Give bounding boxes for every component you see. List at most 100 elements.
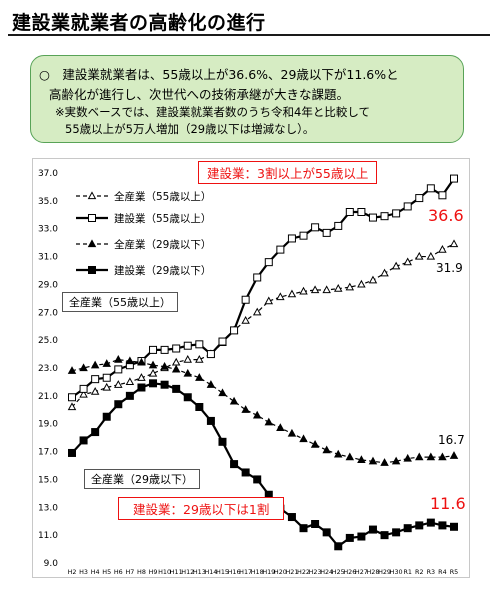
data-point-s3	[90, 360, 100, 369]
y-tick-label: 27.0	[38, 308, 58, 318]
data-point-s3	[380, 458, 389, 466]
series-line-2	[71, 177, 455, 399]
data-point-s1	[148, 368, 158, 377]
x-tick-label: H21	[285, 568, 298, 576]
data-point-s1	[299, 286, 308, 295]
data-point-s1	[438, 244, 447, 253]
data-point-s3	[160, 361, 169, 370]
data-point-s4	[160, 380, 169, 389]
data-point-s1	[241, 316, 250, 324]
data-point-s1	[368, 275, 378, 284]
summary-box: ○ 建設業就業者は、55歳以上が36.6%、29歳以下が11.6%と 高齢化が進…	[30, 55, 464, 143]
data-point-s3	[241, 405, 250, 413]
data-point-s3	[310, 439, 320, 448]
data-point-s1	[391, 261, 401, 270]
x-tick-label: H13	[193, 568, 206, 576]
x-tick-label: H6	[114, 568, 123, 576]
x-tick-label: H23	[309, 568, 322, 576]
data-point-s3	[403, 453, 412, 462]
callout-all-industry-29: 全産業（29歳以下）	[84, 469, 200, 489]
x-tick-label: H29	[378, 568, 391, 576]
y-tick-label: 21.0	[38, 392, 58, 402]
data-point-s2	[392, 209, 401, 218]
data-point-s1	[415, 251, 424, 260]
x-tick-label: H11	[170, 568, 183, 576]
x-tick-label: H27	[355, 568, 368, 576]
data-point-s2	[230, 326, 239, 335]
data-point-s1	[276, 292, 285, 301]
end-label-construction-29: 11.6	[430, 494, 466, 513]
x-tick-label: R5	[450, 568, 459, 576]
end-label-construction-55: 36.6	[428, 206, 464, 225]
data-point-s3	[287, 428, 297, 437]
y-tick-label: 35.0	[38, 197, 58, 207]
data-point-s4	[79, 436, 88, 445]
data-point-s1	[322, 285, 331, 294]
data-point-s2	[79, 384, 88, 393]
y-tick-label: 25.0	[38, 336, 58, 346]
data-point-s1	[380, 268, 389, 277]
x-tick-label: H12	[181, 568, 194, 576]
data-point-s2	[183, 341, 192, 350]
x-tick-label: H8	[137, 568, 146, 576]
data-point-s2	[334, 221, 343, 230]
x-tick-label: H7	[125, 568, 134, 576]
x-tick-label: H14	[204, 568, 217, 576]
summary-note-1: ※実数ベースでは、建設業就業者数のうち令和4年と比較して	[55, 105, 371, 119]
data-point-s3	[137, 357, 146, 366]
data-point-s1	[449, 239, 459, 248]
data-point-s1	[114, 380, 123, 388]
legend-marker-2	[88, 214, 96, 222]
data-point-s2	[311, 223, 320, 232]
data-point-s4	[206, 416, 215, 425]
data-point-s4	[195, 403, 204, 411]
data-point-s3	[299, 434, 308, 443]
legend-marker-4	[88, 266, 96, 274]
legend-marker-3	[87, 239, 97, 248]
data-point-s4	[403, 524, 412, 533]
data-point-s3	[449, 451, 459, 459]
data-point-s3	[276, 423, 285, 431]
data-point-s2	[450, 174, 458, 183]
data-point-s4	[287, 513, 296, 522]
data-point-s2	[91, 375, 100, 384]
data-point-s4	[311, 520, 320, 528]
data-point-s3	[67, 366, 77, 374]
data-point-s4	[125, 391, 134, 400]
x-tick-label: H30	[390, 568, 403, 576]
data-point-s4	[357, 532, 366, 541]
data-point-s1	[125, 377, 135, 386]
data-point-s2	[426, 184, 435, 193]
x-tick-label: H5	[102, 568, 111, 576]
data-point-s2	[368, 213, 377, 222]
x-tick-label: H20	[274, 568, 287, 576]
y-tick-label: 33.0	[38, 225, 58, 235]
data-point-s3	[148, 360, 158, 369]
data-point-s3	[183, 368, 193, 377]
data-point-s3	[171, 364, 181, 373]
data-point-s2	[276, 245, 285, 254]
data-point-s3	[438, 452, 447, 461]
x-tick-label: R1	[403, 568, 412, 576]
x-tick-label: H17	[239, 568, 252, 576]
data-point-s1	[310, 285, 320, 294]
series-line-1	[71, 243, 455, 408]
data-point-s1	[67, 402, 77, 411]
legend-label-4: 建設業（29歳以下）	[114, 264, 211, 277]
x-tick-label: R2	[415, 568, 424, 576]
summary-line-2: 高齢化が進行し、次世代への技術承継が大きな課題。	[49, 87, 350, 102]
x-tick-label: R3	[427, 568, 436, 576]
data-point-s4	[334, 542, 343, 551]
legend-label-1: 全産業（55歳以上）	[114, 190, 211, 203]
data-point-s3	[252, 410, 262, 419]
data-point-s4	[230, 460, 239, 469]
data-point-s4	[415, 521, 424, 530]
data-point-s1	[264, 296, 274, 305]
summary-note-2: 55歳以上が5万人増加（29歳以下は増減なし）。	[65, 122, 315, 136]
data-point-s2	[114, 365, 123, 374]
end-label-all-29: 16.7	[438, 433, 465, 447]
data-point-s2	[253, 273, 262, 282]
data-point-s3	[206, 380, 216, 388]
data-point-s2	[415, 194, 424, 203]
x-tick-label: H18	[251, 568, 264, 576]
